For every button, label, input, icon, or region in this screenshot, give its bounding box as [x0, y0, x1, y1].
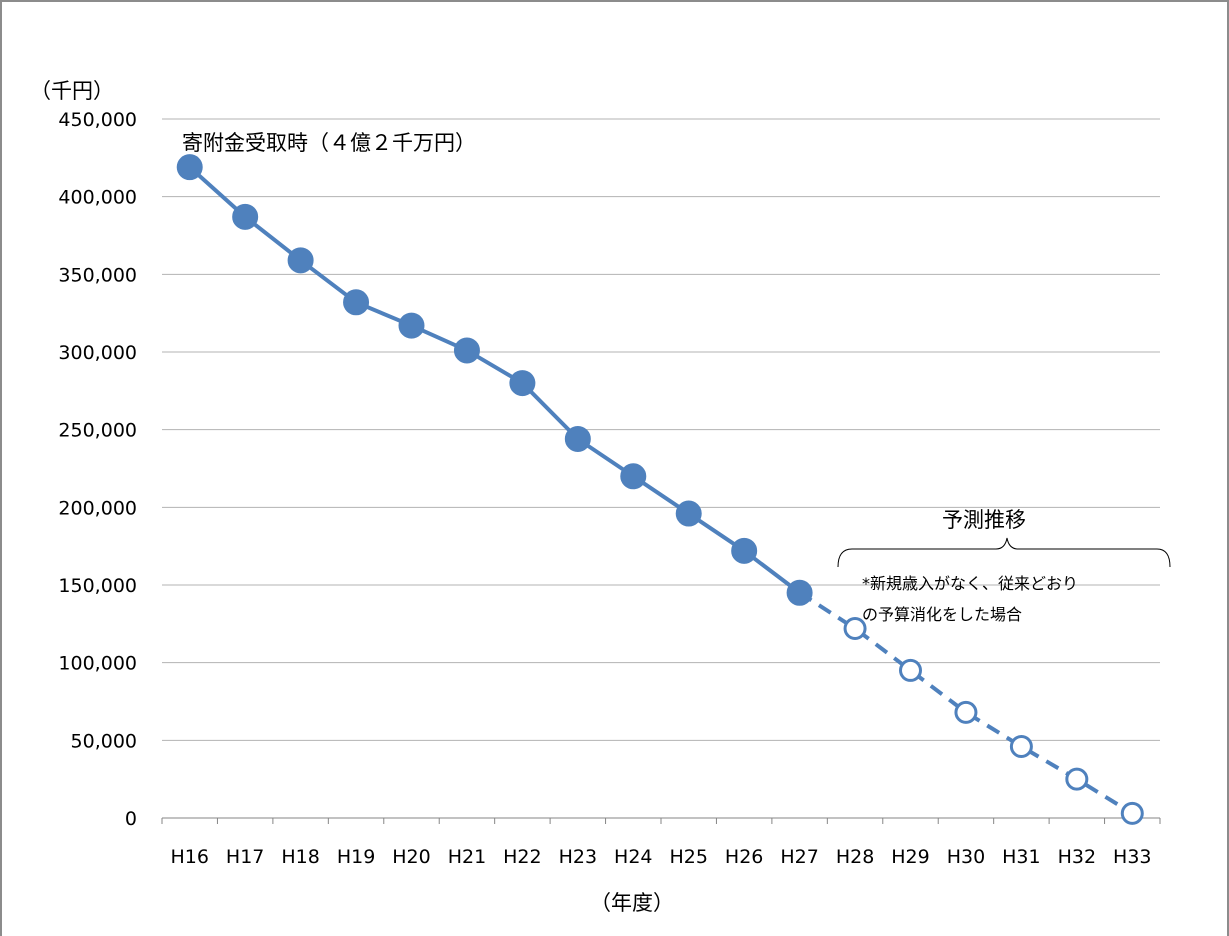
y-axis-ticks: 0 50,000 100,000 150,000 200,000 250,000 300,0…	[58, 109, 137, 830]
forecast-note-line1: *新規歳入がなく、従来どおり	[862, 574, 1078, 593]
y-axis-label: （千円）	[30, 79, 114, 103]
x-tick-label: H17	[226, 846, 264, 868]
actual-point	[343, 289, 370, 316]
actual-point	[731, 537, 758, 564]
x-tick-label: H21	[448, 846, 486, 868]
actual-point	[176, 154, 203, 181]
actual-point	[675, 500, 702, 527]
x-axis-label: （年度）	[590, 891, 674, 915]
x-tick-label: H23	[559, 846, 597, 868]
x-tick-label: H24	[614, 846, 652, 868]
x-tick-label: H25	[669, 846, 707, 868]
actual-point	[453, 337, 480, 364]
x-tick-label: H20	[392, 846, 430, 868]
forecast-point	[843, 616, 867, 640]
x-tick-label: H16	[170, 846, 208, 868]
y-tick-label: 0	[125, 808, 137, 830]
forecast-note-line2: の予算消化をした場合	[862, 605, 1022, 624]
y-tick-label: 350,000	[58, 264, 137, 286]
x-tick-label: H19	[337, 846, 375, 868]
y-tick-label: 150,000	[58, 575, 137, 597]
x-tick-label: H22	[503, 846, 541, 868]
x-tick-label: H18	[281, 846, 319, 868]
actual-point	[287, 247, 314, 274]
x-tick-label: H33	[1113, 846, 1151, 868]
actual-point	[564, 425, 591, 452]
y-tick-label: 50,000	[71, 730, 137, 752]
actual-point	[786, 579, 813, 606]
actual-point	[232, 203, 259, 230]
forecast-point	[1120, 801, 1144, 825]
forecast-brace	[837, 537, 1171, 568]
x-tick-label: H27	[780, 846, 818, 868]
y-tick-label: 400,000	[58, 187, 137, 209]
x-tick-label: H26	[725, 846, 763, 868]
series-points	[176, 154, 1144, 825]
forecast-point	[1009, 735, 1033, 759]
y-tick-label: 100,000	[58, 653, 137, 675]
y-tick-label: 450,000	[58, 109, 137, 131]
forecast-point	[899, 658, 922, 682]
start-annotation: 寄附金受取時（４億２千万円）	[182, 131, 476, 155]
x-tick-label: H32	[1058, 846, 1096, 868]
x-tick-label: H31	[1002, 846, 1040, 868]
forecast-point	[954, 700, 978, 724]
forecast-point	[1065, 767, 1089, 791]
x-tick-label: H30	[947, 846, 985, 868]
y-tick-label: 200,000	[58, 497, 137, 519]
forecast-label: 予測推移	[942, 508, 1026, 532]
x-tick-label: H29	[891, 846, 929, 868]
y-tick-label: 300,000	[58, 342, 137, 364]
actual-point	[509, 370, 536, 397]
x-tick-label: H28	[836, 846, 874, 868]
y-tick-label: 250,000	[58, 420, 137, 442]
actual-point	[398, 312, 425, 339]
x-axis-ticks: H16 H17 H18 H19 H20 H21 H22 H23 H24 H25 H26 H27 H28 H…	[161, 818, 1161, 868]
actual-point	[620, 463, 647, 490]
